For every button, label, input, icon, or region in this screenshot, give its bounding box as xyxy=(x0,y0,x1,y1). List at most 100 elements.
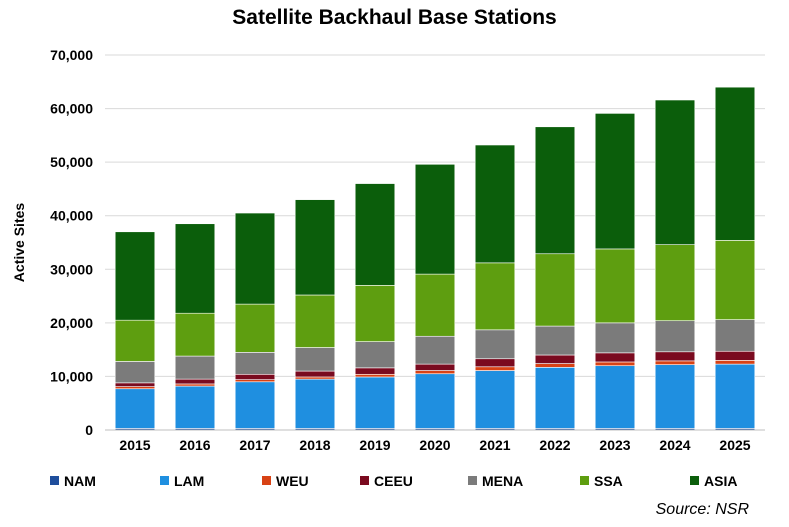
legend-swatch-ceeu xyxy=(360,476,369,485)
bar-segment-weu xyxy=(414,370,456,375)
bar-segment-asia xyxy=(354,183,396,286)
bar-segment-ceeu xyxy=(234,373,276,380)
bar-segment-weu xyxy=(474,366,516,371)
x-tick-label: 2021 xyxy=(479,437,510,453)
y-tick-label: 30,000 xyxy=(50,261,93,277)
bar-segment-lam xyxy=(714,363,756,429)
bar-segment-asia xyxy=(234,212,276,305)
legend-swatch-nam xyxy=(50,476,59,485)
bar-segment-weu xyxy=(594,361,636,367)
legend-swatch-mena xyxy=(468,476,477,485)
bar-segment-mena xyxy=(354,341,396,369)
source-note: Source: NSR xyxy=(655,501,749,518)
legend-label-lam: LAM xyxy=(174,473,204,489)
x-tick-label: 2018 xyxy=(299,437,330,453)
bar-segment-asia xyxy=(534,126,576,255)
x-tick-label: 2017 xyxy=(239,437,270,453)
x-tick-label: 2023 xyxy=(599,437,630,453)
bar-segment-ssa xyxy=(474,262,516,331)
x-tick-label: 2019 xyxy=(359,437,390,453)
legend-swatch-asia xyxy=(690,476,699,485)
bar-segment-ceeu xyxy=(474,358,516,368)
legend-swatch-ssa xyxy=(580,476,589,485)
legend-label-mena: MENA xyxy=(482,473,523,489)
bar-segment-asia xyxy=(474,144,516,264)
y-tick-label: 40,000 xyxy=(50,208,93,224)
bar-segment-asia xyxy=(294,199,336,296)
bar-segment-asia xyxy=(114,231,156,321)
y-tick-label: 50,000 xyxy=(50,154,93,170)
bar-segment-weu xyxy=(294,376,336,380)
bar-segment-weu xyxy=(354,373,396,378)
bar-segment-ssa xyxy=(294,294,336,348)
bar-segment-ssa xyxy=(534,253,576,327)
bar-segment-asia xyxy=(654,99,696,245)
bar-segment-weu xyxy=(234,379,276,383)
bar-segment-ssa xyxy=(414,273,456,337)
x-tick-label: 2025 xyxy=(719,437,750,453)
bar-segment-ssa xyxy=(114,319,156,362)
bar-segment-ssa xyxy=(234,303,276,353)
bar-segment-ssa xyxy=(354,285,396,342)
bar-segment-asia xyxy=(594,113,636,250)
bar-segment-ceeu xyxy=(414,363,456,371)
bar-segment-lam xyxy=(174,385,216,429)
legend-label-ceeu: CEEU xyxy=(374,473,413,489)
legend-swatch-weu xyxy=(262,476,271,485)
bar-segment-lam xyxy=(594,365,636,429)
bar-segment-weu xyxy=(114,386,156,390)
bar-segment-mena xyxy=(654,320,696,353)
legend-label-weu: WEU xyxy=(276,473,309,489)
bar-segment-ssa xyxy=(594,248,636,324)
legend-label-ssa: SSA xyxy=(594,473,623,489)
x-tick-label: 2022 xyxy=(539,437,570,453)
bar-segment-ssa xyxy=(714,240,756,320)
bar-segment-mena xyxy=(174,355,216,380)
bar-segment-lam xyxy=(474,370,516,429)
y-tick-label: 0 xyxy=(85,422,93,438)
y-tick-label: 10,000 xyxy=(50,368,93,384)
chart-title: Satellite Backhaul Base Stations xyxy=(232,6,557,29)
bar-segment-lam xyxy=(354,376,396,429)
bar-segment-mena xyxy=(414,335,456,365)
bar-segment-weu xyxy=(534,363,576,368)
bar-segment-lam xyxy=(114,388,156,429)
bar-segment-mena xyxy=(294,347,336,372)
bar-segment-weu xyxy=(174,383,216,387)
bar-segment-ceeu xyxy=(174,378,216,385)
y-tick-label: 20,000 xyxy=(50,315,93,331)
bar-segment-ceeu xyxy=(714,350,756,361)
y-tick-label: 70,000 xyxy=(50,47,93,63)
bar-segment-lam xyxy=(534,367,576,429)
x-tick-label: 2016 xyxy=(179,437,210,453)
bar-segment-ssa xyxy=(654,244,696,322)
bar-segment-mena xyxy=(234,352,276,375)
bar-segment-lam xyxy=(414,373,456,429)
bar-segment-mena xyxy=(114,361,156,384)
bar-segment-ceeu xyxy=(114,382,156,387)
bar-segment-mena xyxy=(714,319,756,352)
legend-swatch-lam xyxy=(160,476,169,485)
bar-segment-ssa xyxy=(174,312,216,357)
bar-segment-ceeu xyxy=(654,351,696,362)
x-tick-label: 2024 xyxy=(659,437,690,453)
bar-segment-weu xyxy=(714,360,756,365)
bar-segment-lam xyxy=(234,381,276,429)
x-tick-label: 2020 xyxy=(419,437,450,453)
bar-segment-ceeu xyxy=(294,370,336,378)
y-tick-label: 60,000 xyxy=(50,101,93,117)
bar-segment-weu xyxy=(654,360,696,365)
bar-segment-asia xyxy=(714,86,756,241)
bar-segment-asia xyxy=(414,163,456,275)
bar-segment-ceeu xyxy=(594,352,636,363)
bar-segment-lam xyxy=(654,364,696,429)
legend-label-asia: ASIA xyxy=(704,473,737,489)
bar-segment-lam xyxy=(294,378,336,429)
x-tick-label: 2015 xyxy=(119,437,150,453)
bar-segment-mena xyxy=(474,329,516,360)
bar-segment-mena xyxy=(534,325,576,356)
y-axis-title: Active Sites xyxy=(11,203,27,283)
bar-segment-ceeu xyxy=(534,354,576,364)
bar-segment-asia xyxy=(174,223,216,314)
